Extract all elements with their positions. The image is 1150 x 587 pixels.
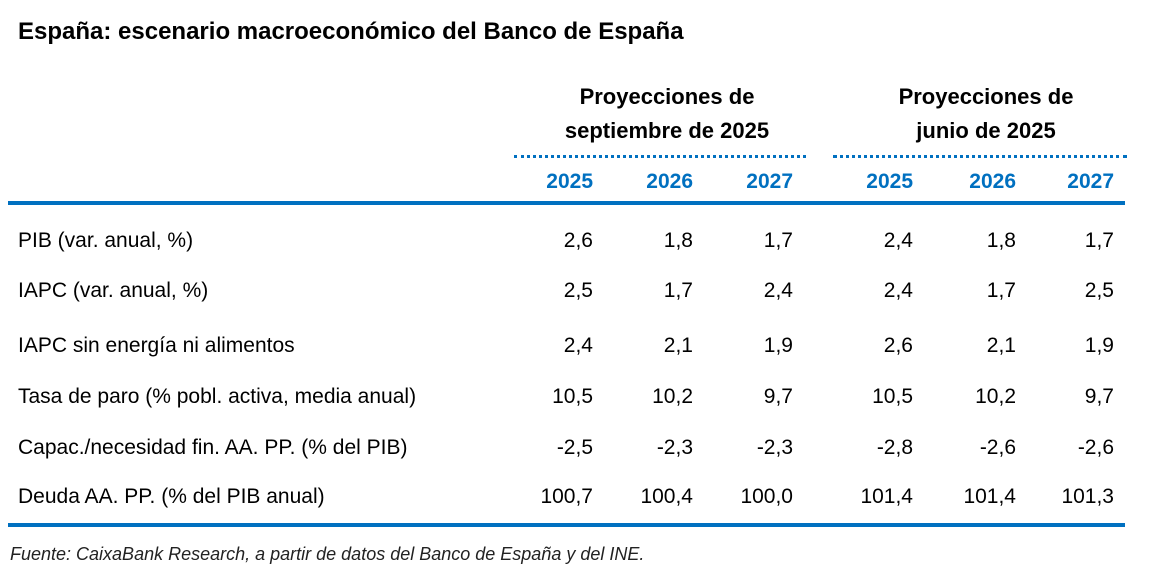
year-header: 2025: [546, 170, 593, 193]
table-cell: 1,8: [663, 229, 693, 252]
table-cell: 101,3: [1061, 485, 1114, 508]
table-cell: 1,9: [763, 334, 793, 357]
table-cell: -2,5: [556, 436, 593, 459]
row-label: PIB (var. anual, %): [18, 229, 194, 252]
table-cell: 9,7: [1084, 385, 1114, 408]
table-cell: 2,5: [1084, 279, 1114, 302]
group-header-line2: junio de 2025: [916, 118, 1056, 143]
row-label: Deuda AA. PP. (% del PIB anual): [18, 485, 325, 508]
table-cell: 10,2: [652, 385, 693, 408]
table-cell: 1,7: [986, 279, 1016, 302]
header-rule: [8, 201, 1125, 205]
table-cell: 1,7: [1084, 229, 1114, 252]
table-cell: 2,5: [563, 279, 593, 302]
table-cell: 10,2: [975, 385, 1016, 408]
year-header: 2027: [746, 170, 793, 193]
table-cell: 1,9: [1084, 334, 1114, 357]
table-cell: 100,0: [740, 485, 793, 508]
table-cell: 100,7: [540, 485, 593, 508]
group-header-line2: septiembre de 2025: [564, 118, 770, 143]
table-cell: 101,4: [963, 485, 1016, 508]
table-cell: 2,6: [883, 334, 913, 357]
table-cell: -2,3: [756, 436, 793, 459]
year-header: 2025: [866, 170, 913, 193]
table-cell: -2,6: [979, 436, 1016, 459]
table-cell: 1,8: [986, 229, 1016, 252]
group-header-line1: Proyecciones de: [898, 84, 1074, 109]
row-label: IAPC (var. anual, %): [18, 279, 209, 302]
group-header-september: Proyecciones de septiembre de 2025: [507, 80, 827, 148]
group-header-june: Proyecciones de junio de 2025: [826, 80, 1146, 148]
table-cell: 9,7: [763, 385, 793, 408]
table-cell: 101,4: [860, 485, 913, 508]
year-header: 2027: [1067, 170, 1114, 193]
table-cell: 2,4: [883, 229, 913, 252]
table-cell: -2,6: [1077, 436, 1114, 459]
table-cell: -2,8: [876, 436, 913, 459]
table-cell: 2,4: [563, 334, 593, 357]
table-cell: 2,1: [663, 334, 693, 357]
table-cell: 2,6: [563, 229, 593, 252]
table-cell: -2,3: [656, 436, 693, 459]
row-label: Tasa de paro (% pobl. activa, media anua…: [18, 385, 417, 408]
year-header: 2026: [646, 170, 693, 193]
table-cell: 2,4: [763, 279, 793, 302]
row-label: Capac./necesidad fin. AA. PP. (% del PIB…: [18, 436, 408, 459]
table-cell: 10,5: [872, 385, 913, 408]
table-cell: 1,7: [663, 279, 693, 302]
table-cell: 1,7: [763, 229, 793, 252]
row-label: IAPC sin energía ni alimentos: [18, 334, 295, 357]
table-cell: 100,4: [640, 485, 693, 508]
group-header-line1: Proyecciones de: [579, 84, 755, 109]
table-cell: 2,4: [883, 279, 913, 302]
group-divider-september: [514, 155, 806, 158]
table-cell: 2,1: [986, 334, 1016, 357]
table-cell: 10,5: [552, 385, 593, 408]
table-title: España: escenario macroeconómico del Ban…: [18, 18, 684, 45]
footnote: Fuente: CaixaBank Research, a partir de …: [10, 544, 645, 564]
bottom-rule: [8, 523, 1125, 527]
group-divider-june: [833, 155, 1127, 158]
year-header: 2026: [969, 170, 1016, 193]
